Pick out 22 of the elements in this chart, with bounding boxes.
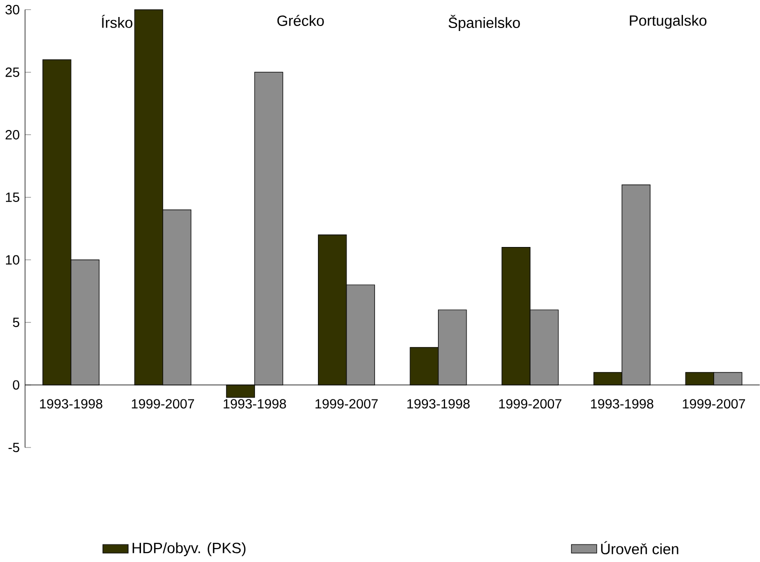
legend-label: Úroveň cien — [601, 541, 678, 554]
x-tick-label: 1999-2007 — [132, 398, 194, 408]
y-tick-label: 20 — [6, 130, 20, 140]
legend-label: HDP/obyv. (PKS) — [132, 542, 246, 556]
y-tick-label: 0 — [12, 380, 20, 390]
annotation: Grécko — [277, 14, 324, 26]
x-tick-label: 1999-2007 — [499, 398, 562, 408]
y-tick-label: -5 — [8, 442, 20, 452]
y-tick-label: 30 — [5, 4, 20, 14]
x-tick-label: 1993-1998 — [40, 398, 102, 408]
y-tick-label: 5 — [12, 318, 20, 327]
annotation: Portugalsko — [630, 14, 706, 29]
x-tick-label: 1999-2007 — [682, 398, 746, 408]
annotation: Španielsko — [448, 14, 520, 31]
x-tick-label: 1993-1998 — [224, 398, 286, 408]
x-tick-label: 1993-1998 — [407, 398, 470, 408]
y-tick-label: 25 — [6, 67, 20, 77]
y-tick-label: 10 — [6, 254, 20, 264]
annotation: Írsko — [102, 14, 132, 28]
x-tick-label: 1999-2007 — [316, 398, 378, 408]
x-tick-label: 1993-1998 — [591, 398, 654, 408]
y-tick-label: 15 — [6, 192, 20, 202]
